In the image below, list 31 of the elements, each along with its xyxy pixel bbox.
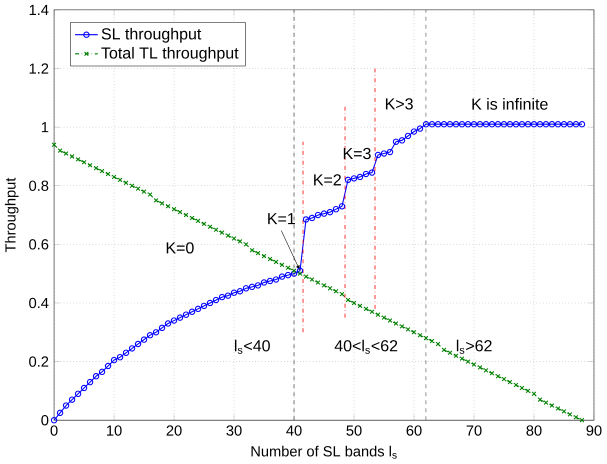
annotation: K=0 [166,242,194,254]
y-tick-label: 0.4 [29,298,48,308]
x-tick-label: 60 [406,426,422,436]
x-axis-title: Number of SL bands l$_{s}$ [252,446,397,459]
y-tick-label: 0.8 [29,180,48,192]
x-tick-label: 30 [226,426,242,436]
x-tick-label: 90 [586,426,602,436]
annotation: l$_{s}$>62 [456,340,492,354]
x-tick-label: 40 [286,426,302,436]
y-tick-label: 1.2 [30,64,48,74]
y-axis-title: Throughput [4,178,19,252]
legend-label: Total TL throughput [101,47,239,62]
x-tick-label: 80 [526,426,542,436]
y-tick-label: 0.6 [29,239,48,250]
annotation: K=2 [314,174,341,186]
annotation: K is infinite [472,98,548,110]
x-tick-label: 20 [166,426,182,436]
y-tick-label: 1 [42,122,48,132]
y-tick-label: 0.2 [29,356,48,367]
annotation: K>3 [386,98,413,110]
annotation: K=1 [268,213,295,224]
annotation: l$_{s}$<40 [234,340,270,354]
x-tick-label: 70 [466,426,482,436]
legend-label: SL throughput [102,28,202,43]
x-tick-label: 0 [50,426,58,436]
x-tick-label: 50 [346,426,362,436]
y-tick-label: 1.4 [30,5,48,16]
y-tick-label: 0 [41,415,48,426]
annotation: K=3 [344,148,371,160]
x-tick-label: 10 [107,426,122,436]
annotation: 40<l$_{s}$<62 [334,340,398,354]
